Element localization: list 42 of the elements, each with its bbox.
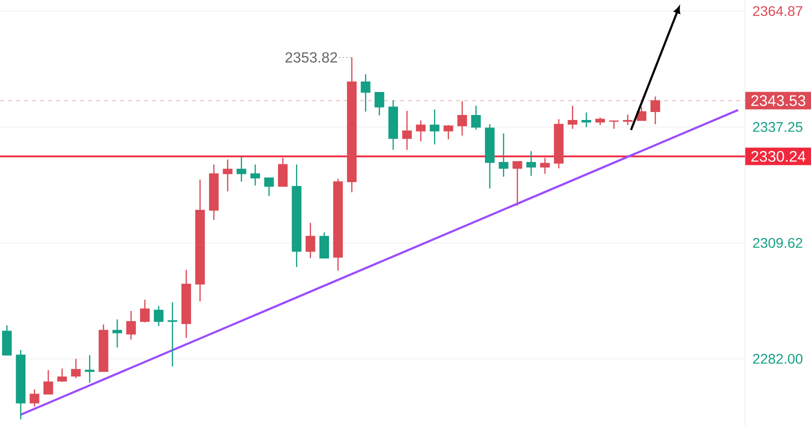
candlestick bbox=[622, 114, 633, 126]
candlestick bbox=[498, 132, 508, 178]
candlestick bbox=[568, 105, 578, 130]
candlestick bbox=[319, 232, 330, 259]
candlestick bbox=[84, 354, 94, 384]
candlestick bbox=[402, 110, 412, 150]
candlestick bbox=[126, 310, 136, 340]
y-tick-label: 2337.25 bbox=[753, 122, 802, 132]
candlestick bbox=[168, 302, 178, 367]
candlestick bbox=[444, 124, 454, 140]
ref-line-label: 2330.24 bbox=[751, 150, 806, 162]
candlestick bbox=[457, 100, 467, 136]
y-tick-label: 2282.00 bbox=[753, 354, 802, 364]
annotation: 2353.82 bbox=[286, 52, 338, 63]
y-tick-label: 2309.62 bbox=[753, 238, 802, 248]
candlestick bbox=[112, 318, 122, 348]
y-tick-label: 2364.87 bbox=[753, 6, 802, 16]
candlestick bbox=[30, 388, 40, 408]
ref-line-label: 2343.53 bbox=[751, 95, 806, 106]
candlestick bbox=[264, 177, 274, 197]
candlestick bbox=[140, 299, 150, 323]
candlestick bbox=[471, 105, 481, 130]
candlestick bbox=[650, 96, 660, 125]
candlestick bbox=[57, 368, 67, 383]
candlestick bbox=[236, 156, 246, 182]
candlestick bbox=[71, 358, 81, 379]
candlestick bbox=[222, 158, 232, 192]
candlestick bbox=[636, 106, 646, 122]
candlestick bbox=[154, 305, 164, 327]
candlestick bbox=[250, 164, 260, 186]
candlestick bbox=[306, 222, 316, 259]
candlestick bbox=[278, 157, 288, 187]
candlestick bbox=[43, 370, 54, 395]
candlestick bbox=[512, 160, 522, 206]
candlestick bbox=[374, 92, 384, 116]
candlestick bbox=[526, 150, 536, 176]
candlestick bbox=[360, 74, 370, 112]
candlestick bbox=[430, 108, 440, 145]
candlestick bbox=[582, 112, 592, 128]
candlestick bbox=[540, 157, 550, 174]
candlestick bbox=[416, 120, 426, 142]
candlestick bbox=[2, 324, 12, 356]
